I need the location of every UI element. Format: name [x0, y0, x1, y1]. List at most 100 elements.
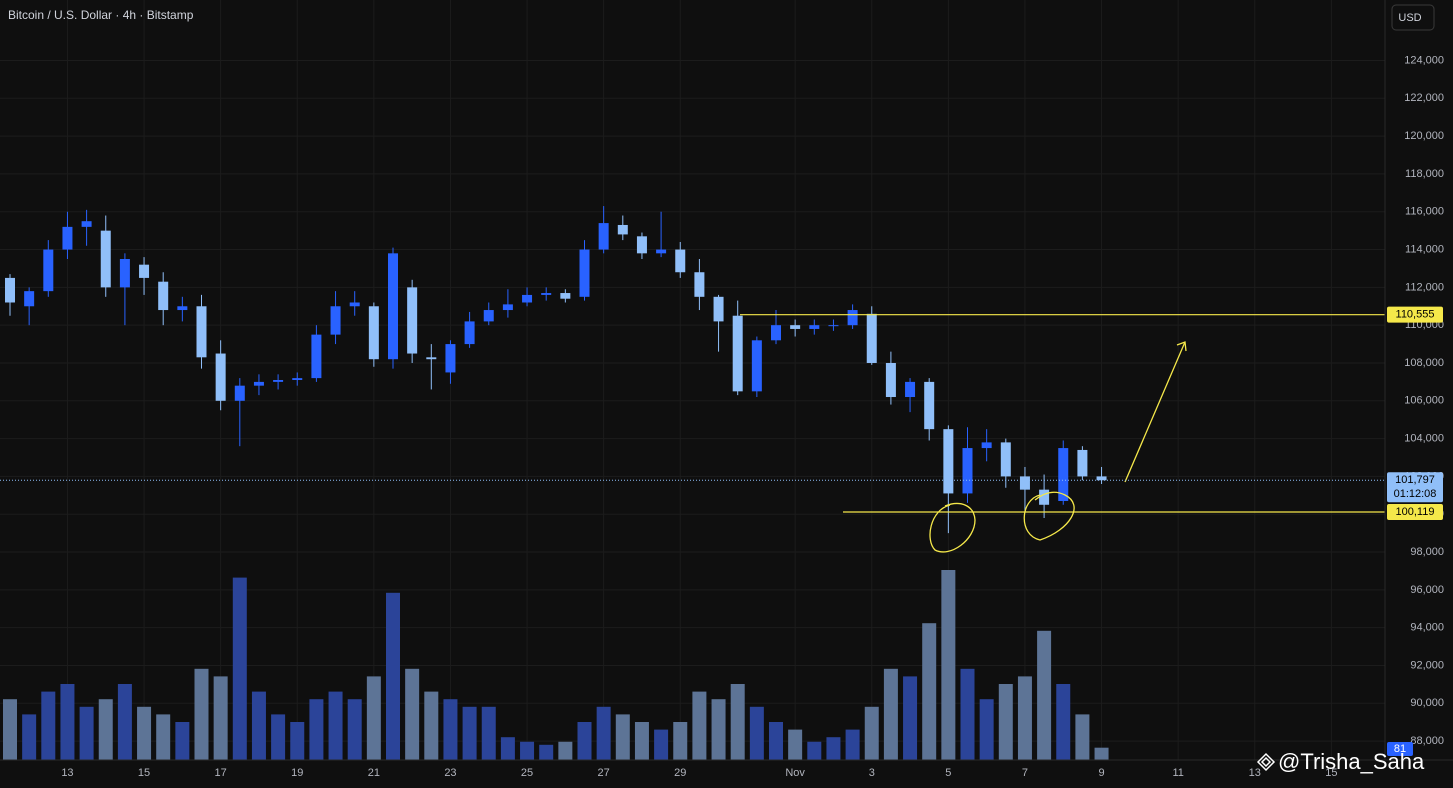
candle-body [1096, 476, 1107, 481]
candle-body [522, 294, 533, 303]
level-tag [1387, 503, 1443, 520]
volume-bar [175, 722, 190, 760]
candle-body [407, 287, 418, 354]
candle-body [483, 310, 494, 322]
chart-title: Bitcoin / U.S. Dollar · 4h · Bitstamp [8, 8, 194, 22]
candle-body [311, 334, 322, 379]
candle-body [368, 306, 379, 360]
volume-bar [807, 741, 822, 760]
volume-bar [941, 570, 956, 760]
hand-circle [929, 502, 976, 553]
volume-bar [500, 737, 515, 760]
candle-body [713, 296, 724, 322]
price-axis: 88,000 90,000 92,000 94,000 96,000 98,000 100,… [1387, 54, 1444, 756]
x-tick-label: 3 [869, 767, 875, 779]
volume-bar [481, 706, 496, 760]
currency-label[interactable]: USD [1398, 12, 1421, 24]
x-tick-label: Nov [785, 767, 805, 779]
watermark: @Trisha_Saha [1256, 749, 1425, 774]
volume-bar [730, 684, 745, 760]
candle-body [330, 306, 341, 335]
candle-body [847, 310, 858, 326]
volume-bar [979, 699, 994, 760]
y-tick-label: 106,000 [1404, 395, 1444, 407]
volume-bar [654, 729, 669, 760]
candle-body [1039, 489, 1050, 505]
candle-body [43, 249, 54, 292]
candle-body [541, 293, 552, 295]
candle-body [771, 325, 781, 341]
level-label: 110,555 [1396, 309, 1435, 321]
y-tick-label: 96,000 [1410, 584, 1444, 596]
volume-bar [769, 722, 783, 760]
volume-bar [347, 699, 362, 760]
volume-bar [634, 722, 649, 760]
candle-body [100, 230, 111, 288]
volume-bar [749, 706, 764, 760]
volume-bar [1017, 676, 1032, 760]
x-tick-label: 27 [598, 767, 610, 779]
candle-body [5, 277, 15, 303]
volume-bar [424, 691, 439, 760]
x-tick-label: 25 [521, 767, 533, 779]
x-tick-label: 11 [1172, 767, 1183, 779]
y-tick-label: 90,000 [1410, 697, 1444, 709]
volume-bar [386, 592, 400, 760]
volume-bar [539, 744, 554, 760]
watermark-text: @Trisha_Saha [1278, 749, 1425, 774]
volume-bar [3, 699, 17, 760]
grid [0, 0, 1385, 760]
y-tick-label: 124,000 [1404, 54, 1444, 66]
x-tick-label: 29 [674, 767, 686, 779]
candle-body [158, 281, 169, 311]
arrow-head [1176, 341, 1187, 352]
candle-body [426, 357, 437, 360]
candle-body [694, 272, 705, 297]
candle-body [292, 378, 303, 380]
candle-body [1077, 449, 1088, 477]
volume-bar [443, 699, 458, 760]
level-tag [1387, 306, 1443, 323]
volume-bar [826, 737, 841, 760]
volume-bar [194, 668, 209, 760]
y-tick-label: 88,000 [1410, 735, 1444, 747]
volume-bar [1075, 714, 1090, 760]
candle-body [215, 353, 226, 401]
volume-bar [692, 691, 707, 760]
x-tick-label: 15 [1325, 767, 1337, 779]
volume-bar [883, 668, 898, 760]
candle-body [502, 304, 513, 311]
currency-button[interactable] [1391, 4, 1435, 31]
candle-body [62, 226, 73, 250]
candle-body [636, 236, 647, 254]
volume-bar [1094, 747, 1109, 760]
volume-bar [1037, 630, 1052, 760]
candle-body [1019, 476, 1030, 490]
annotations [0, 314, 1385, 553]
volume-bar [328, 691, 343, 760]
candle-body [349, 302, 360, 307]
candle-body [273, 380, 284, 382]
volume-bar [864, 706, 879, 760]
candle-body [560, 293, 571, 299]
candle-body [598, 223, 609, 250]
y-tick-label: 94,000 [1410, 622, 1444, 634]
candle-body [828, 325, 839, 327]
y-tick-label: 122,000 [1404, 92, 1444, 104]
volume-bar [251, 691, 266, 760]
x-tick-label: 19 [291, 767, 303, 779]
candle-body [579, 249, 590, 297]
y-tick-label: 112,000 [1405, 281, 1444, 293]
volume-bar [309, 699, 324, 760]
volume-bar [903, 676, 918, 760]
candle-body [981, 442, 992, 449]
candle-body [790, 325, 801, 329]
y-tick-label: 92,000 [1410, 659, 1444, 671]
volume-bar [615, 714, 630, 760]
volume-bar [998, 684, 1013, 760]
x-tick-label: 5 [945, 767, 951, 779]
arrow [1124, 341, 1186, 483]
y-tick-label: 120,000 [1404, 130, 1444, 142]
y-tick-label: 116,000 [1405, 206, 1444, 218]
